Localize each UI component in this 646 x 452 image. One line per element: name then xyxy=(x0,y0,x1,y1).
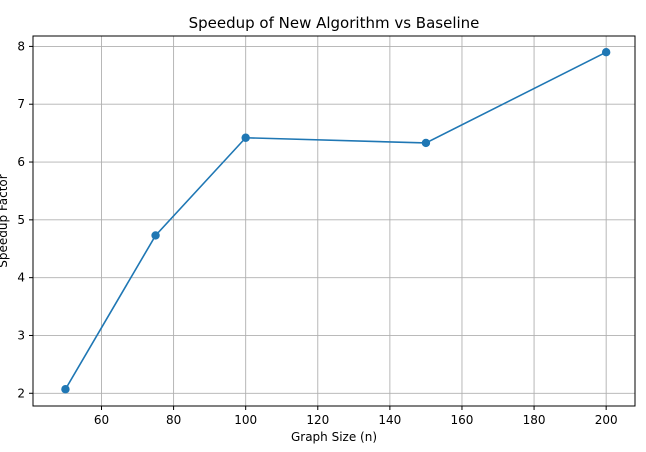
x-tick-label: 140 xyxy=(378,413,401,427)
y-tick-label: 2 xyxy=(17,386,25,400)
y-tick-label: 7 xyxy=(17,97,25,111)
x-tick-label: 160 xyxy=(451,413,474,427)
data-point xyxy=(421,138,431,148)
data-point xyxy=(241,133,250,142)
x-tick-label: 200 xyxy=(595,413,618,427)
data-point xyxy=(61,385,70,394)
series-line xyxy=(64,51,607,390)
data-point xyxy=(151,231,160,240)
y-tick-label: 8 xyxy=(17,39,25,53)
x-axis-ticks: 60 80 100 120 140 160 180 200 xyxy=(94,406,618,427)
x-tick-label: 180 xyxy=(523,413,546,427)
y-tick-label: 3 xyxy=(17,328,25,342)
y-tick-label: 5 xyxy=(17,213,25,227)
x-tick-label: 100 xyxy=(234,413,257,427)
plot-frame xyxy=(32,35,636,407)
chart-title: Speedup of New Algorithm vs Baseline xyxy=(189,14,480,32)
grid xyxy=(33,36,635,406)
y-axis-ticks: 2 3 4 5 6 7 8 xyxy=(17,39,33,400)
x-axis-label: Graph Size (n) xyxy=(291,430,377,444)
data-point xyxy=(601,47,611,57)
x-tick-label: 60 xyxy=(94,413,109,427)
y-axis-label: Speedup Factor xyxy=(0,174,10,267)
y-tick-label: 4 xyxy=(17,271,25,285)
y-tick-label: 6 xyxy=(17,155,25,169)
x-tick-label: 80 xyxy=(166,413,181,427)
x-tick-label: 120 xyxy=(306,413,329,427)
data-points xyxy=(61,47,611,394)
